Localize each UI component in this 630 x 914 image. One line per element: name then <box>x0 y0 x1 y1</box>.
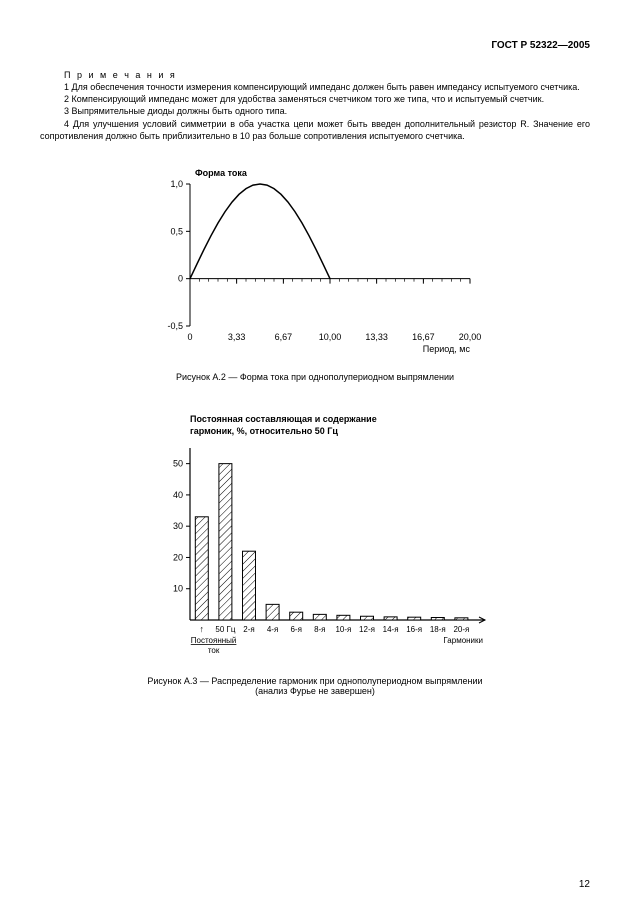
note-4: 4 Для улучшения условий симметрии в оба … <box>40 118 590 142</box>
subcaption-a3: (анализ Фурье не завершен) <box>40 686 590 696</box>
notes-title: П р и м е ч а н и я <box>64 69 590 81</box>
svg-text:10: 10 <box>173 584 183 594</box>
note-3: 3 Выпрямительные диоды должны быть одног… <box>40 105 590 117</box>
svg-text:8-я: 8-я <box>314 625 325 634</box>
svg-text:Гармоники: Гармоники <box>443 636 483 645</box>
svg-text:10-я: 10-я <box>335 625 351 634</box>
doc-code: ГОСТ Р 52322—2005 <box>40 40 590 51</box>
svg-text:3,33: 3,33 <box>228 332 246 342</box>
svg-text:0,5: 0,5 <box>170 226 183 236</box>
svg-text:13,33: 13,33 <box>365 332 388 342</box>
svg-text:Период, мс: Период, мс <box>423 344 471 354</box>
svg-text:2-я: 2-я <box>243 625 254 634</box>
svg-text:18-я: 18-я <box>430 625 446 634</box>
svg-text:16,67: 16,67 <box>412 332 435 342</box>
svg-text:16-я: 16-я <box>406 625 422 634</box>
svg-text:20: 20 <box>173 552 183 562</box>
svg-text:12-я: 12-я <box>359 625 375 634</box>
svg-text:50 Гц: 50 Гц <box>215 625 235 634</box>
svg-text:10,00: 10,00 <box>319 332 342 342</box>
svg-text:Постоянная составляющая и соде: Постоянная составляющая и содержание <box>190 414 377 424</box>
chart-a3: Постоянная составляющая и содержание гарм… <box>135 410 495 670</box>
svg-text:6-я: 6-я <box>290 625 301 634</box>
caption-a2: Рисунок А.2 — Форма тока при однополупер… <box>40 372 590 382</box>
svg-text:↑: ↑ <box>200 624 205 634</box>
chart-a2: Форма тока -0,5 0 0,5 1,0 0 3,33 6,67 10,00 13,33… <box>135 156 495 366</box>
svg-text:1,0: 1,0 <box>170 179 183 189</box>
svg-text:40: 40 <box>173 490 183 500</box>
svg-text:20,00: 20,00 <box>459 332 482 342</box>
svg-text:50: 50 <box>173 458 183 468</box>
note-1: 1 Для обеспечения точности измерения ком… <box>40 81 590 93</box>
svg-text:30: 30 <box>173 521 183 531</box>
page-number: 12 <box>579 879 590 890</box>
svg-text:Форма тока: Форма тока <box>195 168 248 178</box>
svg-text:6,67: 6,67 <box>275 332 293 342</box>
svg-text:ток: ток <box>208 646 220 655</box>
caption-a3: Рисунок А.3 — Распределение гармоник при… <box>40 676 590 686</box>
svg-text:-0,5: -0,5 <box>167 321 183 331</box>
notes-block: П р и м е ч а н и я 1 Для обеспечения то… <box>40 69 590 142</box>
svg-text:0: 0 <box>187 332 192 342</box>
svg-text:гармоник, %, относительно 50 Г: гармоник, %, относительно 50 Гц <box>190 426 338 436</box>
svg-text:14-я: 14-я <box>383 625 399 634</box>
svg-text:0: 0 <box>178 274 183 284</box>
svg-text:Постоянный: Постоянный <box>191 636 237 645</box>
svg-text:20-я: 20-я <box>453 625 469 634</box>
note-2: 2 Компенсирующий импеданс может для удоб… <box>40 93 590 105</box>
svg-text:4-я: 4-я <box>267 625 278 634</box>
